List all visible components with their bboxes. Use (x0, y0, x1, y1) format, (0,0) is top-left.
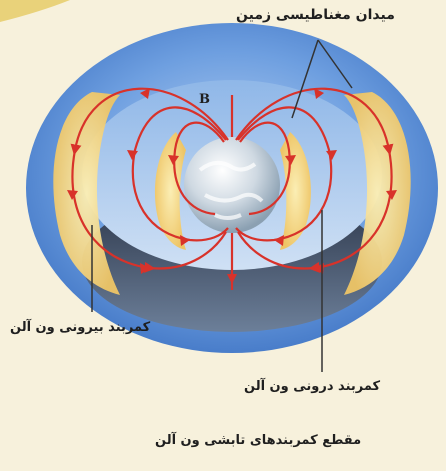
field-symbol-label: B (199, 92, 210, 107)
inner-belt-left (155, 132, 186, 250)
earth-clouds (198, 160, 264, 220)
outer-belt-label: کمربند بیرونی ون آلن (10, 320, 151, 335)
diagram-caption: مقطع کمربندهای تابشی ون آلن (155, 433, 362, 448)
inner-belt-right (280, 132, 311, 250)
corner-decoration (0, 0, 70, 22)
earth (184, 137, 280, 233)
magnetic-field-label: میدان مغناطیسی زمین (236, 7, 395, 23)
inner-belt-label: کمربند درونی ون آلن (244, 379, 381, 394)
pointer-lines (91, 39, 353, 372)
